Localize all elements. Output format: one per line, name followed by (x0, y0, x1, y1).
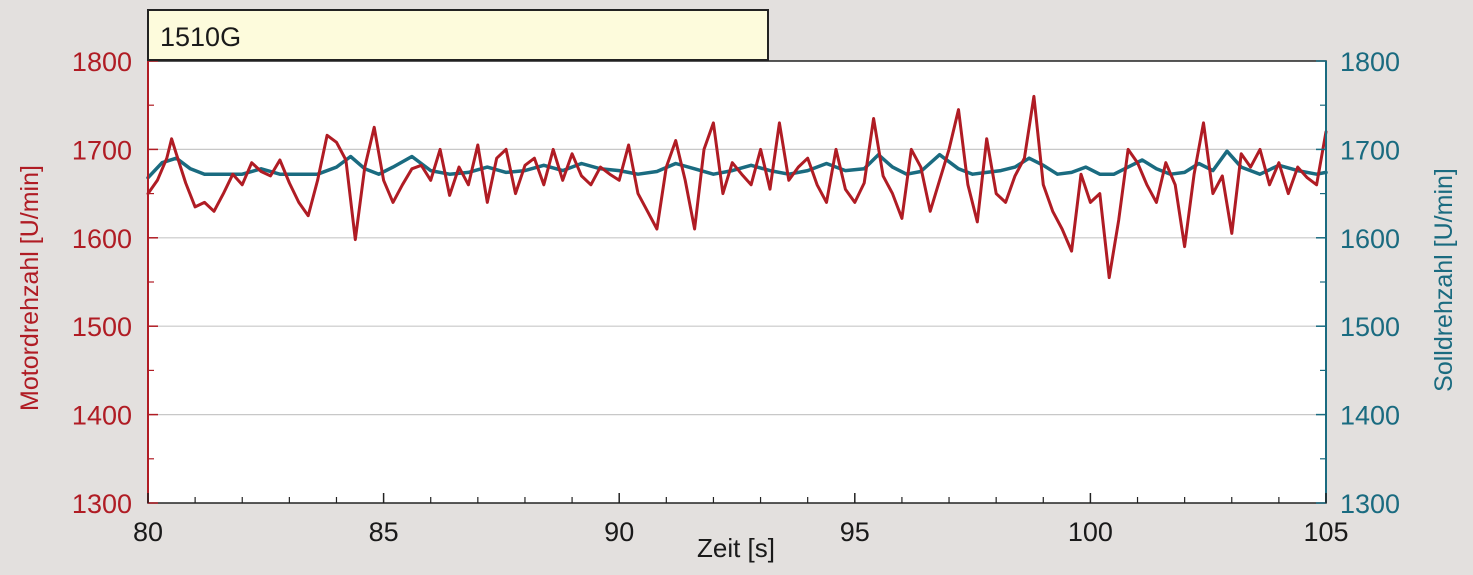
title-box (147, 9, 769, 61)
x-tick-label: 105 (1303, 517, 1348, 547)
y-tick-label-left: 1800 (72, 47, 132, 77)
chart-title: 1510G (160, 22, 241, 52)
x-tick-label: 95 (840, 517, 870, 547)
series-line-solldrehzahl (146, 149, 1328, 180)
y-tick-label-left: 1400 (72, 401, 132, 431)
y-tick-label-left: 1300 (72, 489, 132, 519)
y-tick-label-right: 1500 (1340, 312, 1400, 342)
y-tick-label-left: 1600 (72, 224, 132, 254)
plot-area (148, 61, 1326, 503)
x-axis-label: Zeit [s] (697, 533, 775, 563)
y-tick-label-right: 1600 (1340, 224, 1400, 254)
y-axis-label-right: Solldrehzahl [U/min] (1430, 168, 1458, 392)
axes: 1300 1300 1400 1400 1500 1500 1600 1600 1700 1700… (72, 47, 1400, 547)
x-tick-label: 85 (369, 517, 399, 547)
y-tick-label-right: 1300 (1340, 489, 1400, 519)
y-axis-label-left: Motordrehzahl [U/min] (16, 165, 44, 411)
y-tick-label-right: 1700 (1340, 135, 1400, 165)
series-line-motordrehzahl (146, 94, 1328, 280)
x-tick-label: 100 (1068, 517, 1113, 547)
y-tick-label-left: 1500 (72, 312, 132, 342)
series-group (146, 94, 1328, 280)
x-tick-label: 90 (604, 517, 634, 547)
y-tick-label-right: 1400 (1340, 401, 1400, 431)
y-tick-label-right: 1800 (1340, 47, 1400, 77)
y-tick-label-left: 1700 (72, 135, 132, 165)
x-tick-label: 80 (133, 517, 163, 547)
